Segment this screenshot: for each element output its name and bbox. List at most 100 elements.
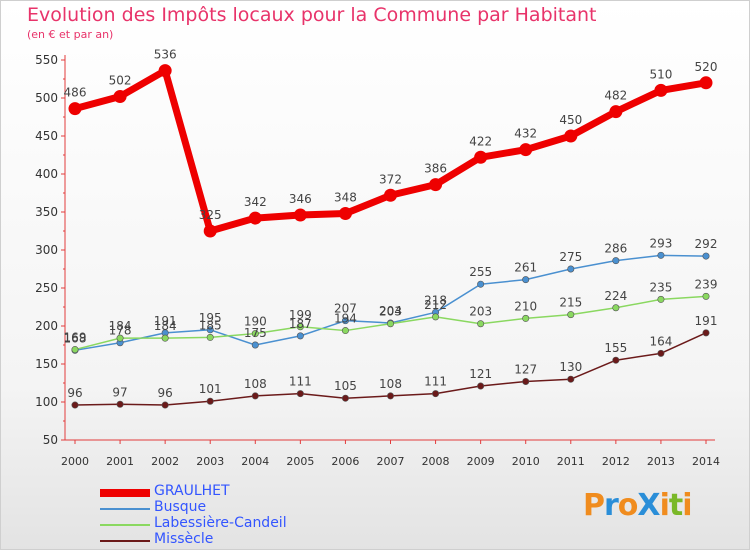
logo-letter: r [604,488,619,523]
data-point-graulhet [654,83,668,97]
data-point-miss-cle [386,392,394,400]
data-point-miss-cle [161,401,169,409]
data-label-miss-cle: 111 [424,375,447,389]
data-label-graulhet: 520 [695,60,718,74]
x-tick-label: 2011 [557,455,585,468]
y-tick-label: 200 [35,319,58,333]
legend-label: Labessière-Candeil [154,515,287,531]
x-tick-label: 2003 [196,455,224,468]
data-label-busque: 204 [379,304,402,318]
data-label-graulhet: 422 [469,134,492,148]
axes: 50 100 150 200 250 300 350 400 450 500 550 2000 2001… [35,53,720,468]
data-label-miss-cle: 111 [289,375,312,389]
labels-layer: 168 178 191 195 175 187 207 204 218 255 261 275 286 2… [64,48,718,400]
legend-label: Missècle [154,531,214,547]
data-label-busque: 218 [424,293,447,307]
data-label-graulhet: 536 [154,48,177,62]
logo-letter: P [583,488,605,523]
data-label-miss-cle: 155 [604,341,627,355]
data-point-busque [567,265,575,273]
data-point-miss-cle [702,329,710,337]
data-label-miss-cle: 108 [379,377,402,391]
data-point-graulhet [564,129,578,143]
data-point-labessi-re-candeil [522,314,530,322]
x-tick-label: 2014 [692,455,720,468]
data-point-busque [296,332,304,340]
y-tick-label: 400 [35,167,58,181]
data-label-labessi-re-candeil: 203 [379,305,402,319]
legend-item: Busque [100,499,340,516]
y-tick-label: 300 [35,243,58,257]
data-label-graulhet: 348 [334,191,357,205]
data-label-busque: 275 [559,250,582,264]
data-label-miss-cle: 164 [649,334,672,348]
data-point-miss-cle [432,390,440,398]
data-label-labessi-re-candeil: 224 [604,289,627,303]
data-point-labessi-re-candeil [612,304,620,312]
data-point-miss-cle [71,401,79,409]
legend-swatch [100,508,150,510]
x-tick-label: 2013 [647,455,675,468]
data-label-labessi-re-candeil: 184 [154,319,177,333]
x-tick-label: 2002 [151,455,179,468]
logo-letter: X [637,488,660,523]
data-point-graulhet [113,89,127,103]
data-label-busque: 293 [649,236,672,250]
data-label-graulhet: 510 [649,67,672,81]
data-label-miss-cle: 127 [514,362,537,376]
data-label-graulhet: 342 [244,195,267,209]
data-point-labessi-re-candeil [477,320,485,328]
series-layer [68,64,713,409]
data-point-graulhet [609,105,623,119]
data-label-labessi-re-candeil: 184 [109,319,132,333]
data-point-busque [612,257,620,265]
data-point-busque [657,251,665,259]
data-label-miss-cle: 191 [695,314,718,328]
data-point-labessi-re-candeil [657,295,665,303]
x-tick-label: 2010 [512,455,540,468]
data-label-miss-cle: 96 [158,386,173,400]
data-label-labessi-re-candeil: 190 [244,315,267,329]
data-label-busque: 207 [334,302,357,316]
data-label-labessi-re-candeil: 169 [64,331,87,345]
data-point-graulhet [429,178,443,192]
data-label-graulhet: 372 [379,172,402,186]
data-label-labessi-re-candeil: 194 [334,312,357,326]
data-point-graulhet [158,64,172,78]
data-point-graulhet [293,208,307,222]
data-label-labessi-re-candeil: 239 [695,277,718,291]
data-label-busque: 292 [695,237,718,251]
logo-letter: t [668,488,683,523]
data-point-labessi-re-candeil [296,323,304,331]
x-tick-label: 2004 [241,455,269,468]
data-label-graulhet: 450 [559,113,582,127]
data-point-graulhet [203,224,217,238]
chart-subtitle: (en € et par an) [27,28,114,41]
data-label-busque: 191 [154,314,177,328]
data-point-labessi-re-candeil [71,346,79,354]
data-point-labessi-re-candeil [386,320,394,328]
x-tick-label: 2001 [106,455,134,468]
data-point-miss-cle [296,390,304,398]
data-point-busque [341,317,349,325]
data-point-labessi-re-candeil [251,330,259,338]
y-tick-label: 500 [35,91,58,105]
data-point-miss-cle [206,397,214,405]
data-label-graulhet: 386 [424,162,447,176]
x-tick-label: 2005 [286,455,314,468]
data-point-graulhet [384,188,397,202]
data-label-busque: 178 [109,324,132,338]
data-label-graulhet: 482 [604,89,627,103]
y-tick-label: 50 [43,433,58,447]
legend-label: Busque [154,499,207,515]
data-label-labessi-re-candeil: 212 [424,298,447,312]
data-label-miss-cle: 101 [199,382,222,396]
data-point-miss-cle [567,375,575,383]
data-label-graulhet: 432 [514,127,537,141]
x-tick-label: 2007 [377,455,405,468]
legend-swatch [100,489,150,497]
data-label-busque: 255 [469,265,492,279]
y-tick-label: 250 [35,281,58,295]
proxiti-logo: ProXiti [583,488,693,523]
data-label-miss-cle: 130 [559,360,582,374]
